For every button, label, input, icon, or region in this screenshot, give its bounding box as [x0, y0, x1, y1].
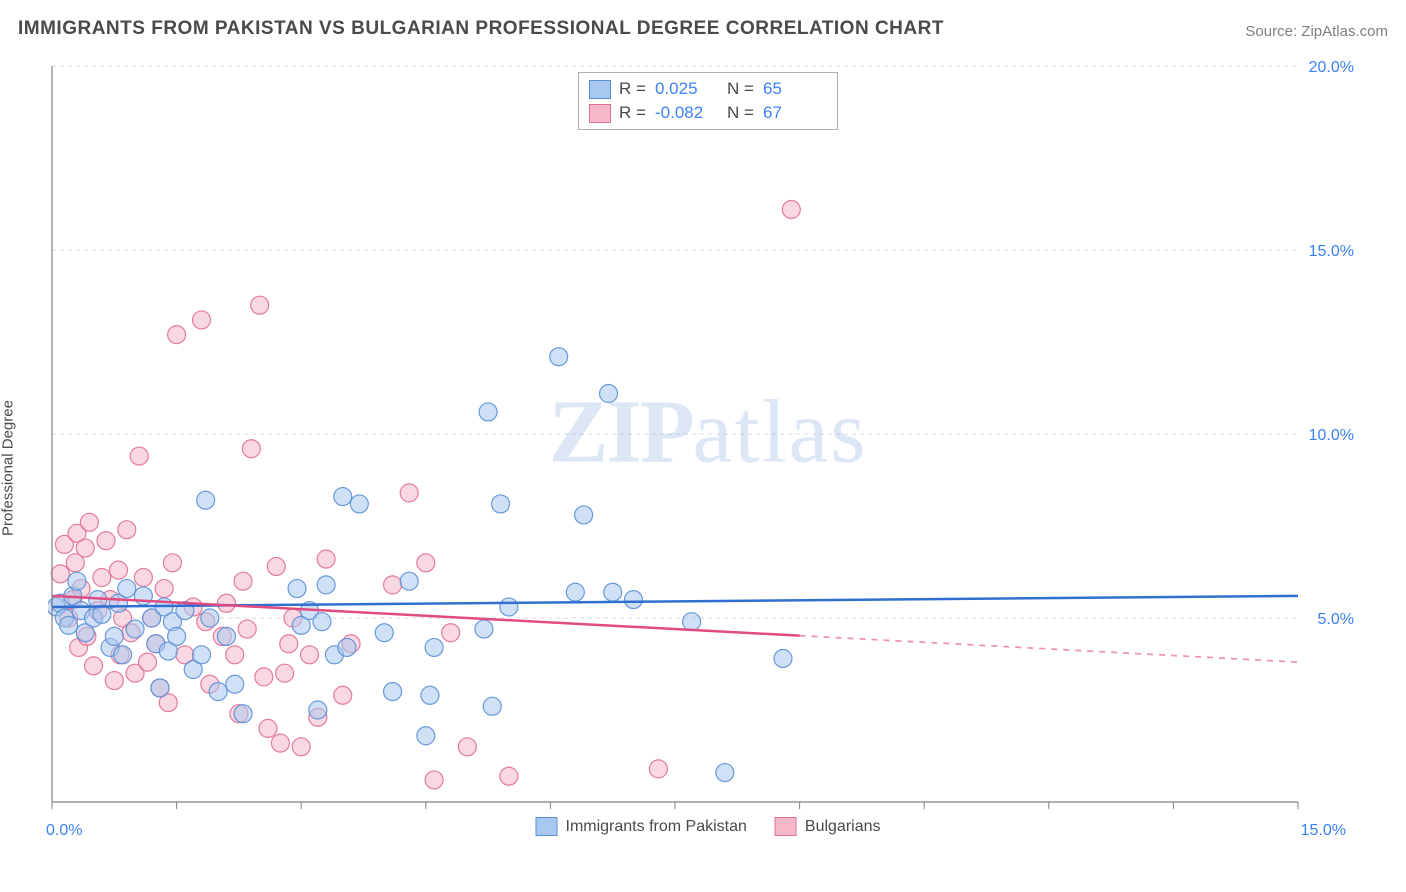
svg-text:10.0%: 10.0% [1309, 427, 1354, 444]
legend-item-series1: Immigrants from Pakistan [536, 817, 747, 836]
legend-row-series1: R = 0.025 N = 65 [589, 77, 827, 101]
source-name: ZipAtlas.com [1301, 23, 1388, 40]
n-value-series1: 65 [763, 79, 827, 99]
n-label: N = [727, 79, 755, 99]
legend-label-series1: Immigrants from Pakistan [566, 818, 747, 836]
r-label: R = [619, 103, 647, 123]
svg-text:20.0%: 20.0% [1309, 59, 1354, 76]
svg-text:15.0%: 15.0% [1309, 243, 1354, 260]
scatter-points [48, 201, 800, 789]
correlation-legend: R = 0.025 N = 65 R = -0.082 N = 67 [578, 72, 838, 130]
legend-row-series2: R = -0.082 N = 67 [589, 101, 827, 125]
legend-swatch-series1 [589, 80, 611, 99]
r-value-series1: 0.025 [655, 79, 719, 99]
n-value-series2: 67 [763, 103, 827, 123]
plot-area: 5.0%10.0%15.0%20.0% ZIPatlas R = 0.025 N… [48, 58, 1368, 838]
source-attribution: Source: ZipAtlas.com [1245, 23, 1388, 40]
gridlines: 5.0% 10.0% 15.0% 20.0% [52, 59, 1354, 628]
y-axis-label: Professional Degree [0, 400, 17, 536]
r-label: R = [619, 79, 647, 99]
r-value-series2: -0.082 [655, 103, 719, 123]
chart-title: IMMIGRANTS FROM PAKISTAN VS BULGARIAN PR… [18, 18, 944, 40]
legend-swatch [775, 817, 797, 836]
axes [52, 66, 1298, 809]
x-axis-tick-min: 0.0% [46, 822, 82, 840]
legend-item-series2: Bulgarians [775, 817, 881, 836]
source-prefix: Source: [1245, 23, 1301, 40]
n-label: N = [727, 103, 755, 123]
scatter-chart: 5.0% 10.0% 15.0% 20.0% [48, 58, 1368, 838]
x-axis-tick-max: 15.0% [1301, 822, 1346, 840]
header-bar: IMMIGRANTS FROM PAKISTAN VS BULGARIAN PR… [0, 0, 1406, 48]
chart-container: Professional Degree 5.0%10.0%15.0%20.0% … [0, 48, 1406, 888]
legend-swatch [536, 817, 558, 836]
legend-label-series2: Bulgarians [805, 818, 881, 836]
legend-swatch-series2 [589, 104, 611, 123]
series-legend: Immigrants from Pakistan Bulgarians [536, 817, 881, 836]
svg-text:5.0%: 5.0% [1318, 611, 1354, 628]
